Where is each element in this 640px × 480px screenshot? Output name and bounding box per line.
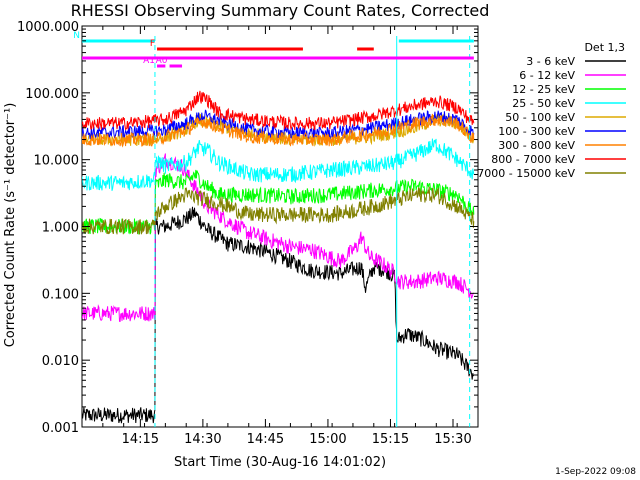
x-tick-label: 15:30	[434, 432, 471, 447]
x-tick-label: 14:15	[122, 432, 159, 447]
legend-label-5: 100 - 300 keV	[498, 125, 575, 138]
legend-label-2: 12 - 25 keV	[512, 83, 575, 96]
y-axis-label: Corrected Count Rate (s⁻¹ detector⁻¹)	[3, 103, 18, 348]
chart-title: RHESSI Observing Summary Count Rates, Co…	[71, 1, 490, 20]
legend-title: Det 1,3	[584, 41, 625, 54]
y-tick-label: 1.000	[42, 221, 79, 236]
series-line-3	[82, 138, 475, 191]
y-tick-label: 1000.000	[17, 20, 79, 35]
legend-label-7: 800 - 7000 keV	[491, 153, 575, 166]
legend-label-3: 25 - 50 keV	[512, 97, 575, 110]
vertical-markers	[154, 36, 471, 427]
series-line-0	[82, 206, 475, 424]
series-line-7	[82, 90, 475, 131]
legend-label-1: 6 - 12 keV	[519, 69, 575, 82]
series-line-6	[82, 113, 475, 148]
x-tick-label: 15:15	[372, 432, 409, 447]
series-layer	[82, 90, 475, 424]
state-bar-label: A0	[156, 56, 168, 66]
series-line-5	[82, 109, 475, 141]
y-tick-label: 0.010	[42, 354, 79, 369]
state-bar-label: N	[73, 31, 80, 41]
legend-label-6: 300 - 800 keV	[498, 139, 575, 152]
x-tick-label: 14:30	[184, 432, 221, 447]
y-tick-label: 100.000	[25, 87, 79, 102]
y-tick-label: 0.001	[42, 421, 79, 436]
legend-label-8: 7000 - 15000 keV	[477, 167, 575, 180]
state-bars: N F A1 A0	[73, 31, 474, 68]
x-axis-label: Start Time (30-Aug-16 14:01:02)	[174, 455, 386, 470]
legend-label-4: 50 - 100 keV	[505, 111, 575, 124]
legend-label-0: 3 - 6 keV	[526, 55, 575, 68]
x-tick-label: 15:00	[309, 432, 346, 447]
axes: 0.001 0.010 0.100 1.000 10.000 100.000 1000.00…	[17, 20, 479, 447]
series-line-8	[82, 186, 475, 235]
y-tick-label: 0.100	[42, 287, 79, 302]
x-tick-label: 14:45	[247, 432, 284, 447]
state-bar-label: A1	[143, 56, 155, 66]
timestamp-footer: 1-Sep-2022 09:08	[555, 467, 636, 477]
series-line-1	[82, 153, 474, 322]
y-tick-label: 10.000	[34, 154, 80, 169]
state-bar-label: F	[150, 39, 155, 49]
